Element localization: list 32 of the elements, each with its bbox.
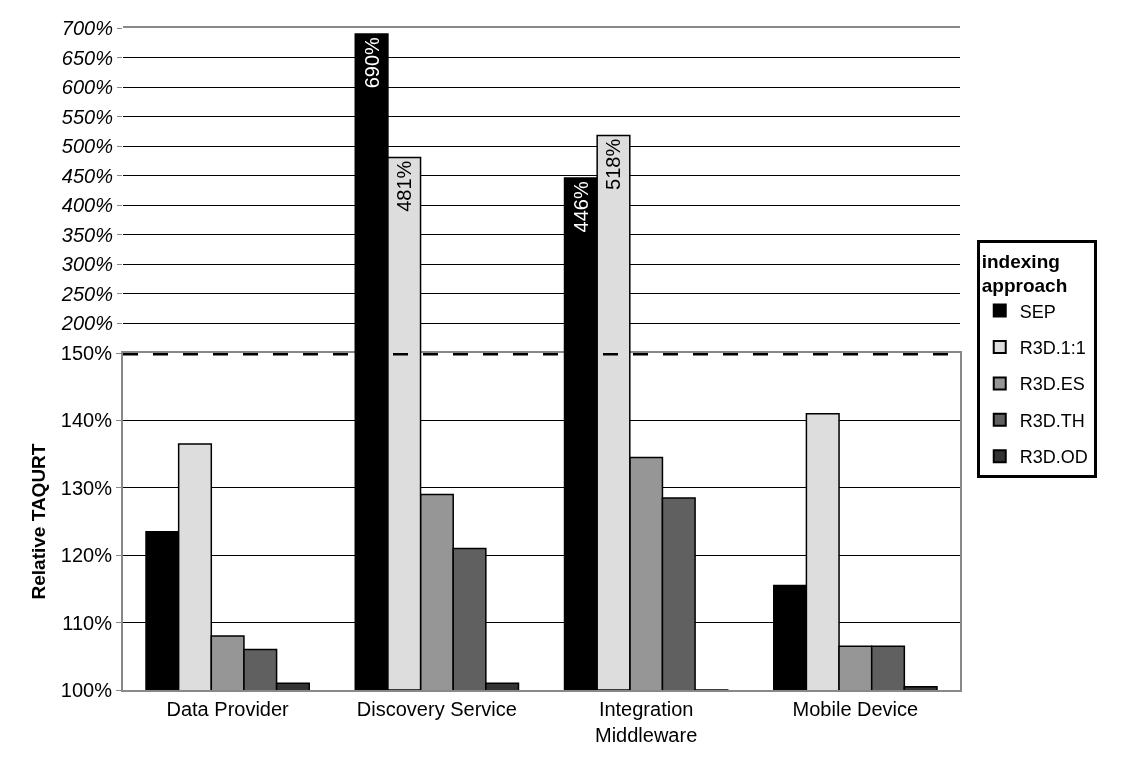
legend-label: R3D.1:1 — [1019, 338, 1086, 359]
data-label: 690% — [360, 36, 383, 89]
y-tick-label: 400% — [61, 194, 113, 217]
x-tick-label: Integration Middleware — [595, 698, 698, 746]
y-tick-label: 250% — [60, 282, 113, 305]
y-tick-label: 550% — [61, 105, 113, 128]
legend-label: SEP — [1019, 301, 1056, 322]
y-tick-label: 130% — [60, 476, 113, 499]
y-tick-label: 450% — [61, 164, 113, 187]
y-tick-label: 300% — [61, 253, 113, 276]
y-tick-label: 110% — [62, 611, 113, 634]
y-tick-label: 600% — [61, 76, 113, 99]
y-tick-label: 120% — [60, 544, 113, 567]
y-tick-label: 100% — [60, 679, 113, 701]
legend-title: indexing approach — [981, 250, 1068, 297]
y-tick-label: 350% — [61, 223, 113, 246]
y-tick-label: 650% — [61, 46, 113, 69]
legend-label: R3D.TH — [1019, 410, 1085, 431]
y-tick-label: 150% — [60, 342, 113, 365]
x-tick-label: Mobile Device — [792, 698, 919, 720]
y-tick-label: 200% — [60, 312, 113, 335]
y-tick-label: 500% — [61, 135, 113, 158]
x-tick-label: Discovery Service — [356, 698, 517, 720]
y-tick-label: 700% — [61, 17, 113, 39]
y-axis-title: Relative TAQURT — [28, 443, 50, 600]
data-label: 518% — [602, 138, 625, 190]
legend-label: R3D.ES — [1019, 374, 1085, 395]
data-label: 446% — [569, 181, 592, 233]
x-tick-label: Data Provider — [166, 698, 290, 720]
legend-label: R3D.OD — [1019, 447, 1088, 468]
data-label: 481% — [393, 160, 416, 212]
y-tick-label: 140% — [60, 409, 113, 432]
